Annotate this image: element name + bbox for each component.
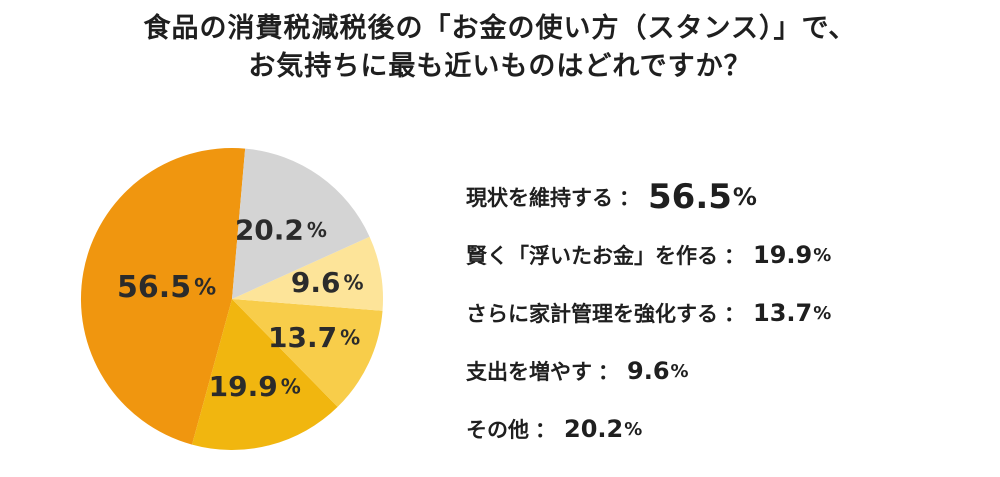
pie-slice-other [232, 148, 370, 299]
legend-item-other: その他 ： 20.2 % [466, 400, 986, 458]
legend-separator: ： [619, 186, 640, 210]
chart-title-line-2: お気持ちに最も近いものはどれですか？ [248, 51, 752, 82]
legend-separator: ： [598, 360, 619, 384]
pie-label-other: 20.2% [235, 214, 327, 247]
pie-slice-increase [232, 236, 384, 311]
legend-separator: ： [535, 418, 556, 442]
legend-value: 13.7 [753, 299, 813, 327]
pie-label-increase: 9.6% [291, 266, 364, 299]
legend-item-maintain: 現状を維持する ： 56.5 % [466, 168, 986, 226]
chart-title-line-1: 食品の消費税減税後の「お金の使い方（スタンス）」で、 [143, 13, 857, 44]
legend-label: 賢く「浮いたお金」を作る [466, 244, 718, 268]
legend-value: 20.2 [564, 415, 624, 443]
pie-slice-savings [192, 299, 338, 451]
legend-value: 19.9 [753, 241, 813, 269]
pie-label-budget: 13.7% [268, 321, 360, 354]
chart-title: 食品の消費税減税後の「お金の使い方（スタンス）」で、 お気持ちに最も近いものはど… [0, 10, 1000, 86]
legend-label: 現状を維持する [466, 186, 613, 210]
legend-separator: ： [724, 244, 745, 268]
legend-separator: ： [724, 302, 745, 326]
legend-item-increase: 支出を増やす ： 9.6 % [466, 342, 986, 400]
legend-label: 支出を増やす [466, 360, 592, 384]
legend-value: 9.6 [627, 357, 670, 385]
legend: 現状を維持する ： 56.5 % 賢く「浮いたお金」を作る ： 19.9 % さ… [466, 168, 986, 458]
pie-label-maintain: 56.5% [117, 270, 216, 305]
legend-label: その他 [466, 418, 529, 442]
legend-item-budget: さらに家計管理を強化する ： 13.7 % [466, 284, 986, 342]
legend-percent: % [624, 418, 643, 440]
legend-percent: % [813, 302, 832, 324]
pie-chart: 56.5 % 19.9 % 13.7 % 9.6 % 20.2% [80, 147, 384, 451]
legend-percent: % [732, 183, 757, 211]
legend-value: 56.5 [648, 177, 732, 217]
legend-percent: % [813, 244, 832, 266]
pie-slice-budget [232, 299, 383, 407]
pie-slice-maintain [80, 147, 246, 445]
pie-label-savings: 19.9% [209, 370, 301, 403]
legend-label: さらに家計管理を強化する [466, 302, 718, 326]
legend-item-savings: 賢く「浮いたお金」を作る ： 19.9 % [466, 226, 986, 284]
legend-percent: % [670, 360, 689, 382]
